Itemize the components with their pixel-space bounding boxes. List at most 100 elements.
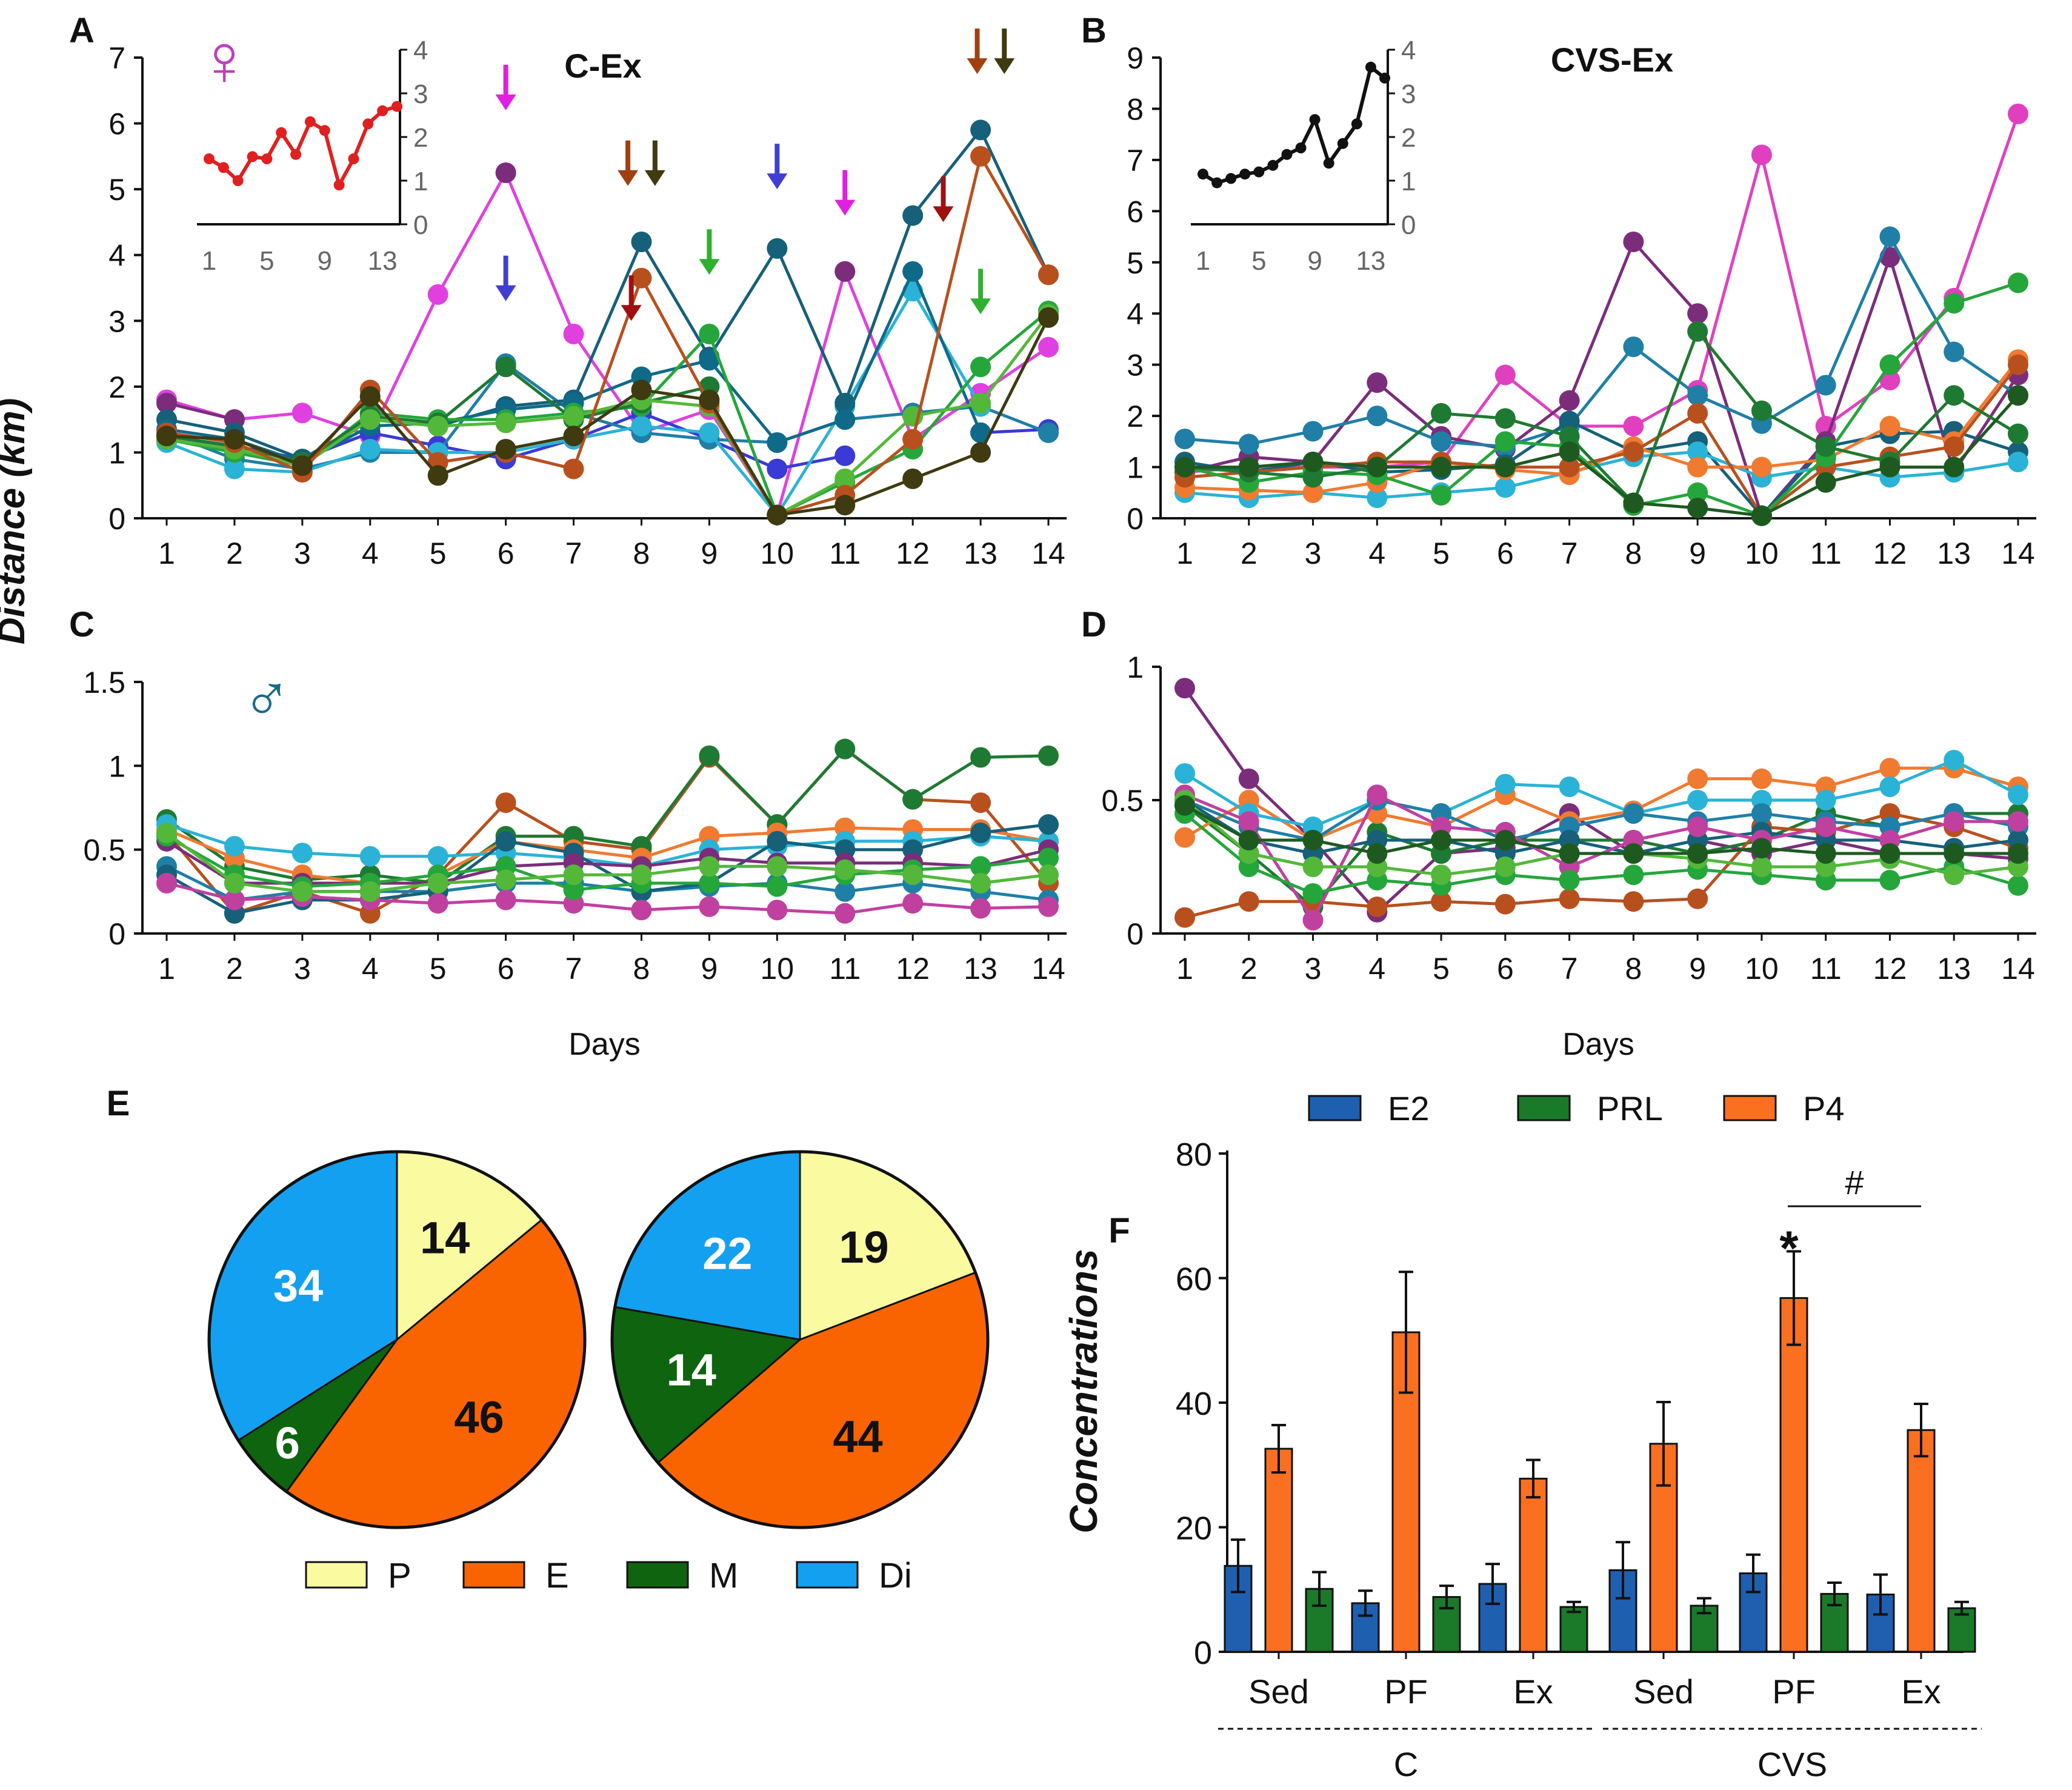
data-point [1879, 226, 1900, 247]
data-point [156, 393, 177, 413]
inset-point [348, 153, 359, 164]
bar-p4 [1779, 1297, 1808, 1653]
data-point [1238, 433, 1259, 455]
data-point [1751, 838, 1772, 859]
arrow-marker-icon [834, 170, 856, 216]
inset-point [247, 151, 258, 162]
data-point [1302, 452, 1324, 473]
data-point [1944, 436, 1965, 457]
x-tick-label: 13 [1937, 536, 1971, 570]
inset-point [204, 153, 215, 164]
data-point [495, 792, 516, 813]
data-point [359, 439, 381, 459]
series-line [166, 155, 1050, 517]
x-tick-label: 5 [1433, 536, 1450, 570]
data-point [1367, 372, 1388, 393]
inset-point [1323, 158, 1334, 169]
data-point [1751, 456, 1772, 478]
distance-axis-title: Distance (km) [0, 398, 33, 645]
series-line [166, 316, 1050, 517]
data-point [970, 747, 991, 768]
arrow-head [699, 259, 720, 275]
x-tick-label: 6 [1497, 536, 1514, 570]
data-point [1038, 307, 1059, 328]
series-line [166, 401, 235, 421]
series-line [165, 840, 1049, 885]
y-tick-label: 0.5 [83, 833, 125, 867]
inset-x-tick-label: 13 [368, 246, 398, 276]
inset-point [1239, 169, 1251, 180]
data-point [1431, 456, 1452, 478]
data-point [1944, 385, 1965, 406]
data-point [495, 439, 516, 459]
slice-value-label: 14 [667, 1345, 716, 1395]
slice-value-label: 22 [702, 1229, 752, 1279]
data-point [834, 409, 856, 430]
significance-hash: # [1845, 1163, 1864, 1201]
bar-legend: E2 PRL P4 [1308, 1089, 1845, 1127]
series-line [1184, 812, 2019, 895]
slice-value-label: 46 [454, 1392, 504, 1442]
series-olive [1174, 795, 2028, 864]
data-point [1431, 431, 1452, 452]
x-tick-label: 4 [362, 536, 379, 570]
x-tick-label: 12 [1873, 952, 1907, 986]
data-point [1751, 400, 1772, 421]
data-point [699, 324, 720, 344]
data-point [1302, 857, 1324, 877]
legend-swatch [305, 1561, 368, 1589]
data-point [156, 426, 177, 447]
data-point [1367, 456, 1388, 478]
y-tick-label: 0 [108, 502, 125, 536]
y-tick-label: 1 [108, 749, 125, 783]
series-purple [1174, 232, 2028, 526]
data-point [1174, 827, 1195, 848]
y-tick-label: 0 [108, 917, 125, 951]
data-point [359, 386, 381, 407]
y-tick-label: 9 [1127, 41, 1144, 75]
data-point [2008, 423, 2028, 444]
panel-label: D [1081, 605, 1107, 644]
series-green [1174, 272, 2028, 526]
data-point [1559, 776, 1580, 797]
x-tick-label: 3 [294, 536, 311, 570]
y-axis-title: Concentrations [1062, 1249, 1105, 1533]
data-point [1559, 870, 1580, 890]
data-point [1174, 429, 1195, 450]
data-point [1623, 416, 1644, 436]
data-point [902, 468, 924, 489]
bar-e2 [1739, 1572, 1768, 1653]
x-tick-label: 8 [633, 536, 650, 570]
data-point [1751, 505, 1772, 526]
bar-groups [1224, 1250, 1976, 1653]
data-point [699, 745, 720, 766]
data-point [1944, 750, 1965, 770]
data-point [970, 823, 991, 843]
bar-p4 [1264, 1448, 1293, 1653]
series-line [166, 171, 1050, 517]
data-point [970, 856, 991, 877]
inset-point [1225, 173, 1237, 184]
data-point [1367, 406, 1388, 427]
x-tick-label: 9 [1689, 536, 1706, 570]
data-point [359, 846, 381, 867]
inset-y-tick-label: 1 [1401, 167, 1416, 196]
slice-value-label: 14 [420, 1213, 470, 1263]
x-tick-label: 14 [1031, 536, 1065, 570]
data-point [224, 458, 245, 479]
data-point [1174, 907, 1195, 928]
data-point [1559, 888, 1580, 909]
x-tick-label: 12 [1873, 536, 1907, 570]
legend-swatch [1723, 1095, 1777, 1121]
series-cyan [1174, 750, 2028, 837]
data-point [1559, 843, 1580, 864]
data-point [1431, 891, 1452, 912]
x-tick-label: 14 [2001, 952, 2035, 986]
x-tick-label: 11 [829, 536, 861, 570]
data-point [767, 458, 788, 479]
data-point [359, 409, 381, 430]
data-point [1944, 811, 1965, 832]
data-point [1367, 784, 1388, 806]
arrow-head [967, 58, 988, 75]
